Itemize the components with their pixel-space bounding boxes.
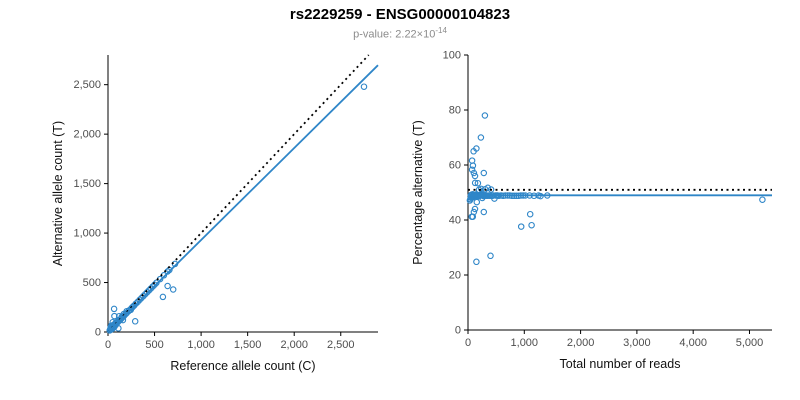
data-point	[128, 304, 136, 311]
data-point	[470, 208, 478, 216]
data-point	[469, 162, 477, 169]
plot-percentage-alternative: 0 1,000 2,000 3,000 4,000 5,000 0 20 40 60 80 100 To…	[411, 50, 772, 371]
y-tick-label: 80	[449, 105, 461, 117]
data-point	[151, 281, 158, 288]
data-point	[169, 286, 177, 293]
y-axis-title: Percentage alternative (T)	[411, 120, 425, 265]
data-point	[164, 282, 171, 290]
x-tick-label: 5,000	[736, 337, 764, 349]
scatter-points	[466, 112, 766, 266]
data-point	[140, 292, 147, 300]
x-tick-label: 0	[105, 339, 111, 351]
data-point	[111, 312, 118, 320]
data-point	[477, 134, 485, 141]
x-tick-label: 3,000	[623, 337, 651, 349]
data-point	[473, 198, 481, 206]
data-point	[484, 184, 492, 192]
y-tick-label: 0	[95, 327, 101, 339]
data-point	[360, 83, 368, 90]
data-point	[477, 185, 485, 193]
data-point	[480, 169, 488, 177]
data-point	[468, 166, 476, 173]
x-axis-title: Total number of reads	[560, 357, 681, 371]
data-point	[470, 169, 478, 177]
y-tick-label: 0	[455, 325, 461, 337]
data-point	[159, 293, 167, 301]
y-axis-title: Alternative allele count (T)	[51, 121, 65, 266]
data-point	[480, 208, 488, 216]
data-point	[528, 221, 535, 229]
fit-line	[107, 64, 379, 333]
data-point	[473, 145, 480, 152]
x-tick-label: 4,000	[679, 337, 707, 349]
y-tick-label: 2,500	[73, 79, 101, 91]
data-point	[130, 302, 138, 309]
y-tick-label: 100	[443, 50, 461, 62]
y-tick-label: 20	[449, 270, 461, 282]
x-tick-label: 2,000	[567, 337, 595, 349]
plot-title: rs2229259 - ENSG00000104823	[289, 6, 511, 23]
pvalue-text: p-value: 2.22×10	[353, 28, 436, 41]
data-point	[471, 172, 479, 180]
data-point	[147, 285, 155, 292]
data-point	[131, 318, 139, 325]
data-point	[487, 186, 495, 193]
x-tick-label: 1,000	[187, 339, 215, 351]
data-point	[474, 179, 482, 187]
x-tick-label: 2,000	[280, 339, 308, 351]
x-axis-title: Reference allele count (C)	[170, 359, 315, 373]
expected-line	[107, 54, 370, 333]
x-tick-label: 1,000	[511, 337, 539, 349]
y-tick-label: 1,000	[73, 228, 101, 240]
x-tick-label: 0	[465, 337, 471, 349]
figure-header: rs2229259 - ENSG00000104823 p-value: 2.2…	[0, 6, 800, 41]
y-tick-label: 1,500	[73, 178, 101, 190]
plot-allele-counts: 0 500 1,000 1,500 2,000 2,500 0 500 1,000 1,500 2,…	[51, 54, 379, 373]
y-tick-label: 60	[449, 160, 461, 172]
x-tick-label: 2,500	[327, 339, 355, 351]
y-tick-label: 2,000	[73, 129, 101, 141]
data-point	[115, 325, 122, 332]
x-tick-label: 500	[145, 339, 163, 351]
data-point	[109, 318, 116, 326]
data-point	[471, 179, 479, 187]
data-point	[473, 258, 480, 266]
y-tick-label: 500	[83, 277, 101, 289]
data-point	[526, 210, 534, 218]
data-point	[759, 196, 766, 203]
data-point	[471, 205, 479, 213]
data-point	[517, 223, 525, 230]
x-tick-label: 1,500	[234, 339, 262, 351]
pvalue-exponent: -14	[435, 26, 447, 35]
data-point	[143, 289, 151, 296]
data-point	[487, 252, 494, 260]
data-point	[110, 305, 118, 313]
data-point	[132, 300, 140, 307]
plot-subtitle: p-value: 2.22×10-14	[0, 26, 800, 41]
data-point	[481, 112, 489, 119]
data-point	[136, 296, 143, 304]
y-tick-label: 40	[449, 215, 461, 227]
